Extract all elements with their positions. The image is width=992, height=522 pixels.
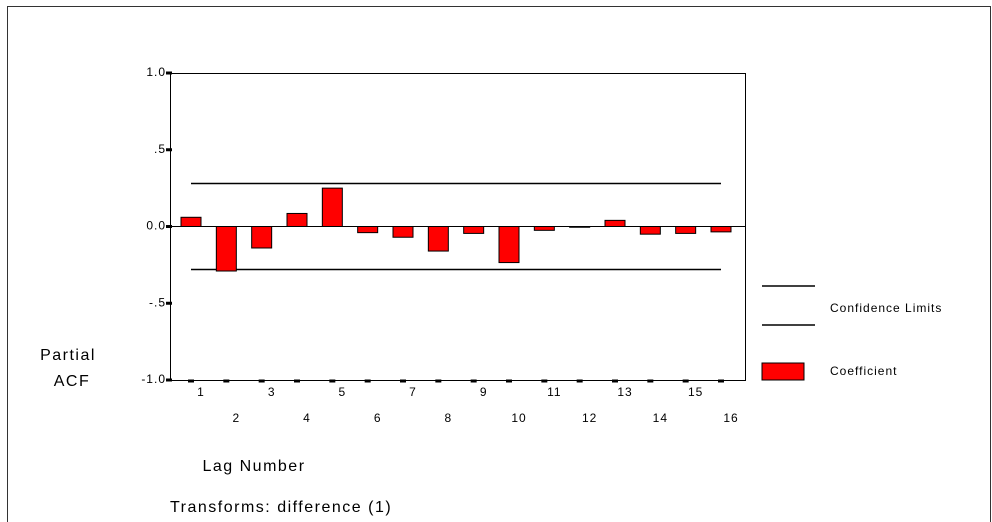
x-tick-label: 2: [232, 411, 240, 425]
x-tick-label: 16: [723, 411, 738, 425]
bar: [357, 226, 379, 234]
x-tick-label: 1: [197, 385, 205, 399]
footnote: Transforms: difference (1): [170, 499, 392, 516]
x-tick-label: 8: [444, 411, 452, 425]
bar: [427, 226, 449, 252]
bar: [286, 212, 308, 227]
y-tick-label: -1.0: [141, 372, 166, 386]
bar: [639, 226, 661, 235]
y-tick-label: .5: [154, 142, 166, 156]
y-tick-label: -.5: [149, 295, 166, 309]
y-axis-title: Partial: [40, 347, 96, 364]
y-axis-title: ACF: [54, 373, 91, 390]
bar: [215, 226, 237, 272]
x-tick-label: 15: [688, 385, 703, 399]
x-tick-label: 5: [338, 385, 346, 399]
bar: [498, 226, 520, 264]
bar: [321, 187, 343, 227]
x-tick-label: 10: [511, 411, 526, 425]
legend-swatch: [761, 362, 805, 381]
bar: [569, 226, 591, 228]
x-tick-label: 4: [303, 411, 311, 425]
y-tick-label: 0.0: [146, 219, 166, 233]
x-tick-label: 9: [480, 385, 488, 399]
bar: [533, 226, 555, 231]
legend-label: Coefficient: [830, 364, 897, 378]
bar: [180, 216, 202, 227]
legend-label: Confidence Limits: [830, 301, 942, 315]
bar: [251, 226, 273, 249]
bar: [392, 226, 414, 238]
bar: [675, 226, 697, 234]
bar: [710, 226, 732, 233]
x-tick-label: 3: [268, 385, 276, 399]
y-tick-label: 1.0: [146, 65, 166, 79]
x-tick-label: 12: [582, 411, 597, 425]
x-tick-label: 6: [374, 411, 382, 425]
bar: [463, 226, 485, 234]
x-tick-label: 13: [617, 385, 632, 399]
frame: [7, 6, 991, 522]
bar: [604, 219, 626, 228]
x-tick-label: 11: [547, 385, 561, 399]
x-axis-title: Lag Number: [202, 458, 305, 475]
x-tick-label: 14: [653, 411, 668, 425]
x-tick-label: 7: [409, 385, 417, 399]
